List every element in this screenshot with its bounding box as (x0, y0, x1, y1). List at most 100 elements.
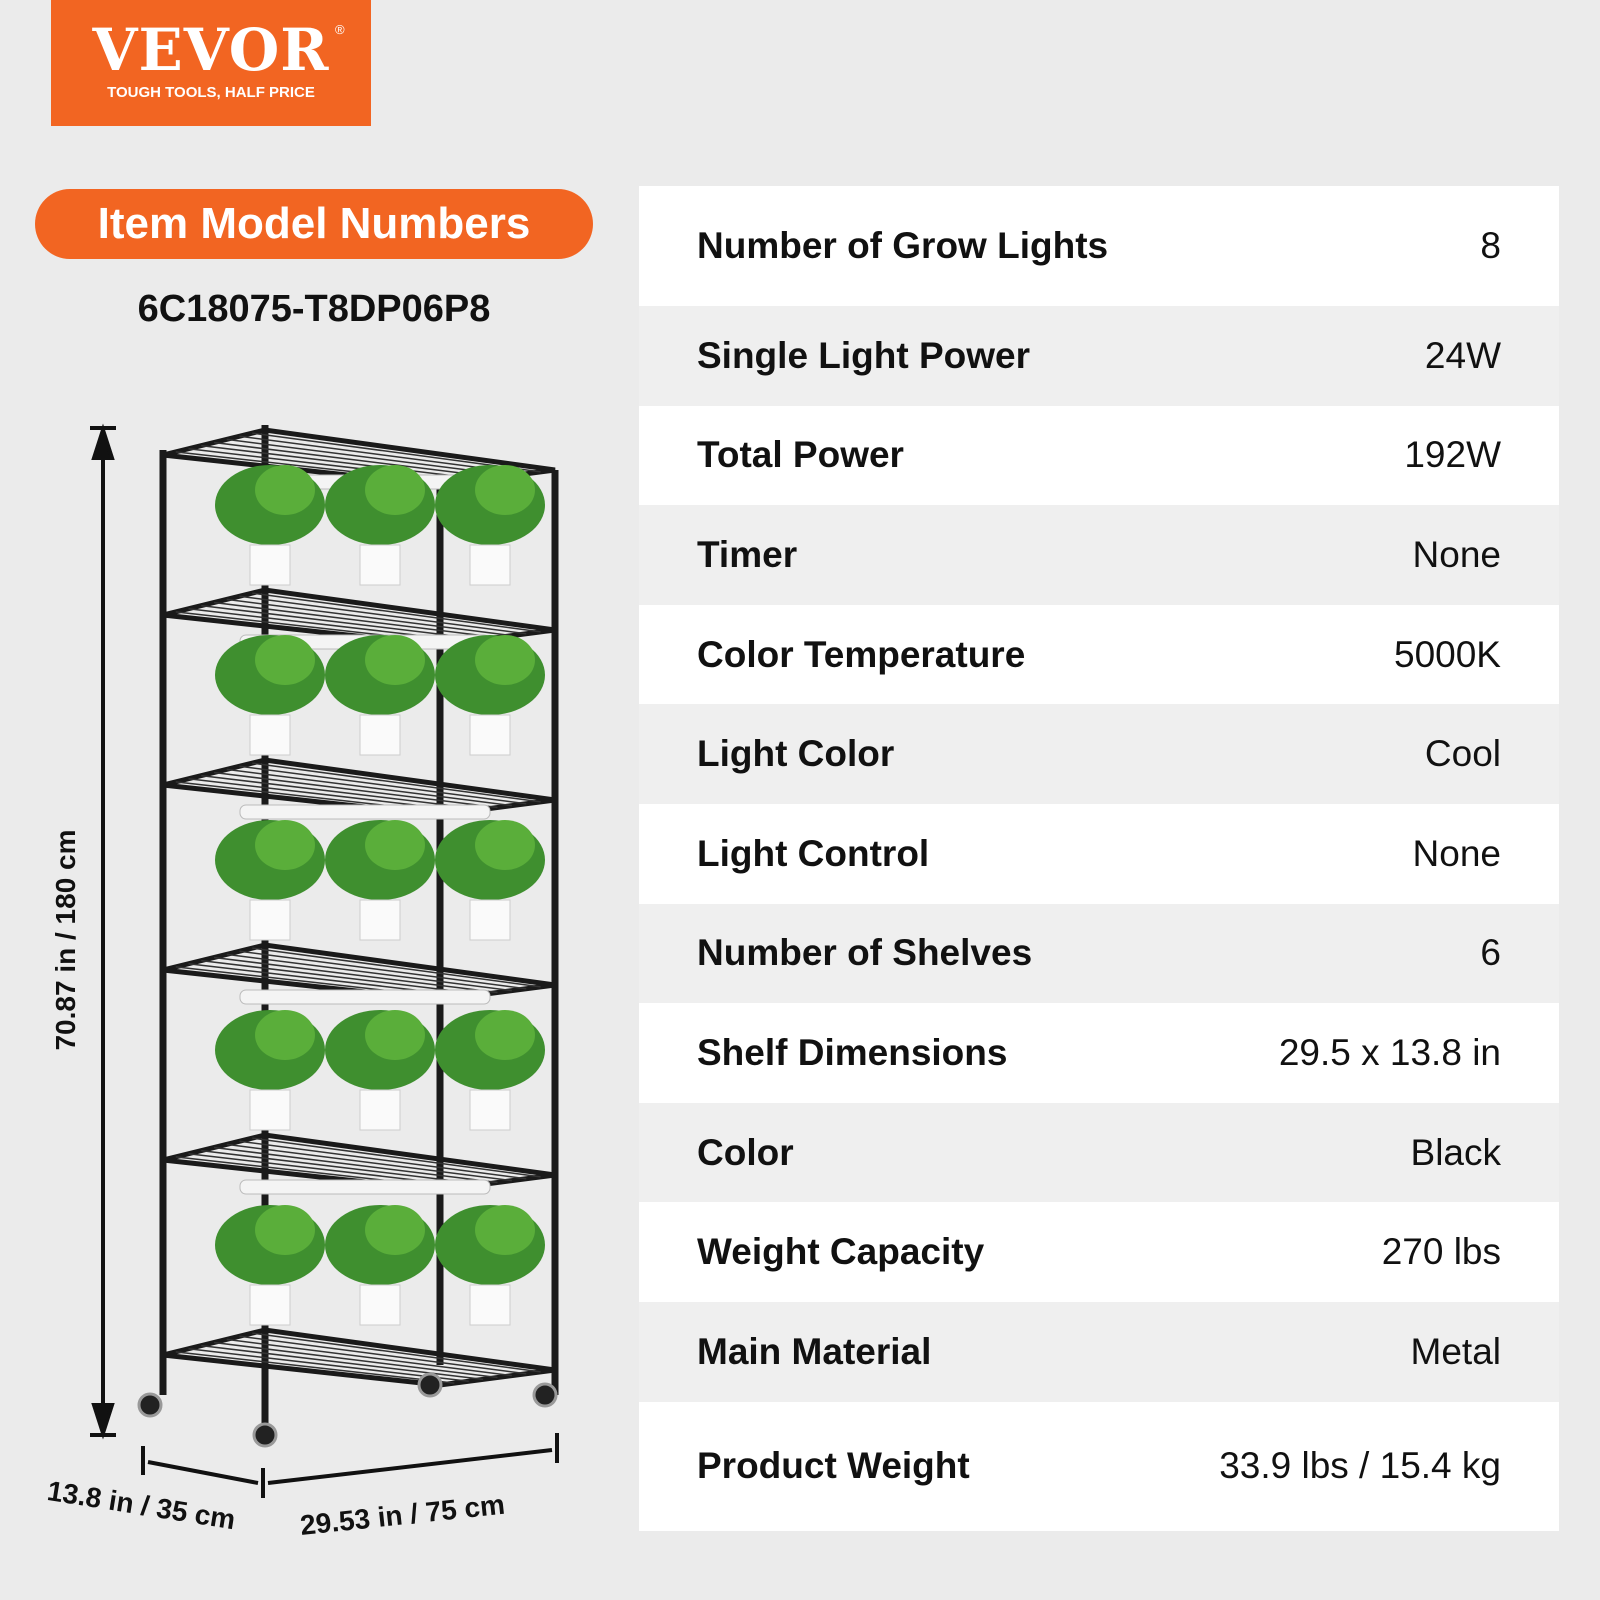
logo-brand: VEVOR (92, 16, 330, 84)
shelf-wire (175, 1351, 455, 1384)
shelf-wire (239, 765, 527, 805)
spec-row: Main Material Metal (639, 1301, 1559, 1402)
spec-row: Timer None (639, 505, 1559, 605)
plant-pot (359, 1284, 401, 1326)
shelf-wire (252, 947, 541, 988)
spec-value: None (1412, 533, 1501, 575)
plant-leaves (255, 820, 315, 870)
shelf-wire (252, 762, 541, 803)
spec-value: 29.5 x 13.8 in (1278, 1031, 1501, 1073)
wire-shelf (162, 1327, 556, 1388)
spec-row: Color Temperature 5000K (639, 604, 1559, 705)
shelf-wire (201, 959, 484, 996)
spec-row: Weight Capacity 270 lbs (639, 1202, 1559, 1302)
plant-pot (359, 544, 401, 586)
shelf-wire (226, 953, 512, 992)
spec-label: Weight Capacity (697, 1231, 985, 1273)
plant-leaves (255, 1010, 315, 1060)
shelf-wire (201, 604, 484, 641)
spec-label: Main Material (697, 1330, 932, 1372)
caster-wheel (417, 1372, 443, 1398)
grow-light (239, 804, 491, 820)
shelf-wire (226, 1143, 512, 1182)
spec-label: Total Power (697, 434, 904, 476)
shelf-wire (201, 1344, 484, 1381)
plant-pot (249, 544, 291, 586)
spec-row: Number of Grow Lights 8 (639, 186, 1559, 306)
spec-label: Color Temperature (697, 633, 1026, 675)
plant-pot (249, 899, 291, 941)
height-dimension-arrow (90, 423, 116, 1440)
logo-registered-mark: ® (335, 22, 345, 37)
plant-leaves (475, 1205, 535, 1255)
plant-leaves (475, 635, 535, 685)
plant-pot (469, 714, 511, 756)
plant-pot (469, 1284, 511, 1326)
spec-value: 192W (1404, 434, 1501, 476)
vevor-logo: VEVOR ® TOUGH TOOLS, HALF PRICE (51, 0, 371, 126)
shelf-wire (201, 1149, 484, 1186)
plant-pot (469, 899, 511, 941)
spec-table: Number of Grow Lights 8 Single Light Power… (639, 186, 1559, 1531)
plant-leaves (255, 635, 315, 685)
shelf-wire (226, 768, 512, 807)
spec-label: Single Light Power (697, 334, 1031, 376)
shelf-wire (213, 601, 498, 639)
shelf-wire (201, 774, 484, 811)
spec-row: Single Light Power 24W (639, 306, 1559, 406)
spec-label: Light Control (697, 832, 930, 874)
shelf-wire (239, 595, 527, 635)
spec-row: Total Power 192W (639, 405, 1559, 506)
spec-row: Light Control None (639, 803, 1559, 904)
shelf-wire (239, 950, 527, 990)
shelf-wire (239, 1335, 527, 1375)
plant-leaves (255, 465, 315, 515)
shelf-wire (213, 1146, 498, 1184)
spec-value: Cool (1424, 733, 1501, 775)
spec-label: Color (697, 1131, 794, 1173)
model-heading: Item Model Numbers (35, 189, 593, 259)
plant-leaves (365, 1010, 425, 1060)
plant-pot (359, 714, 401, 756)
width-dimension-arrow (267, 1433, 559, 1485)
spec-label: Timer (697, 533, 798, 575)
spec-row: Number of Shelves 6 (639, 903, 1559, 1004)
plant-leaves (475, 465, 535, 515)
shelf-wire (252, 592, 541, 633)
plant-pot (469, 544, 511, 586)
grow-light (239, 1179, 491, 1195)
spec-label: Light Color (697, 733, 895, 775)
shelf-wire (252, 1137, 541, 1178)
shelf-wire (226, 1338, 512, 1377)
spec-row: Light Color Cool (639, 704, 1559, 804)
plant-leaves (365, 1205, 425, 1255)
grow-light (239, 989, 491, 1005)
plant-pot (249, 1284, 291, 1326)
spec-value: 33.9 lbs / 15.4 kg (1219, 1445, 1501, 1487)
height-label: 70.87 in / 180 cm (50, 829, 81, 1051)
spec-label: Product Weight (697, 1445, 970, 1487)
spec-label: Shelf Dimensions (697, 1031, 1008, 1073)
plant-pot (249, 1089, 291, 1131)
spec-label: Number of Shelves (697, 932, 1033, 974)
caster-wheel (137, 1392, 163, 1418)
shelf-wire (226, 598, 512, 637)
shelf-wire (226, 438, 512, 477)
caster-wheel (252, 1422, 278, 1448)
plant-pot (249, 714, 291, 756)
spec-value: 270 lbs (1381, 1231, 1501, 1273)
spec-value: None (1412, 832, 1501, 874)
plant-pot (359, 899, 401, 941)
plant-leaves (365, 635, 425, 685)
model-number: 6C18075-T8DP06P8 (137, 288, 491, 330)
shelf-wire (239, 1140, 527, 1180)
spec-value: Black (1410, 1131, 1501, 1173)
spec-row: Color Black (639, 1102, 1559, 1203)
spec-value: 24W (1424, 334, 1501, 376)
shelf-wire (213, 956, 498, 994)
spec-row: Product Weight 33.9 lbs / 15.4 kg (639, 1401, 1559, 1531)
caster-wheel (532, 1382, 558, 1408)
shelf-wire (213, 771, 498, 809)
shelf-wire (201, 444, 484, 481)
shelf-rack-illustration (90, 423, 559, 1498)
